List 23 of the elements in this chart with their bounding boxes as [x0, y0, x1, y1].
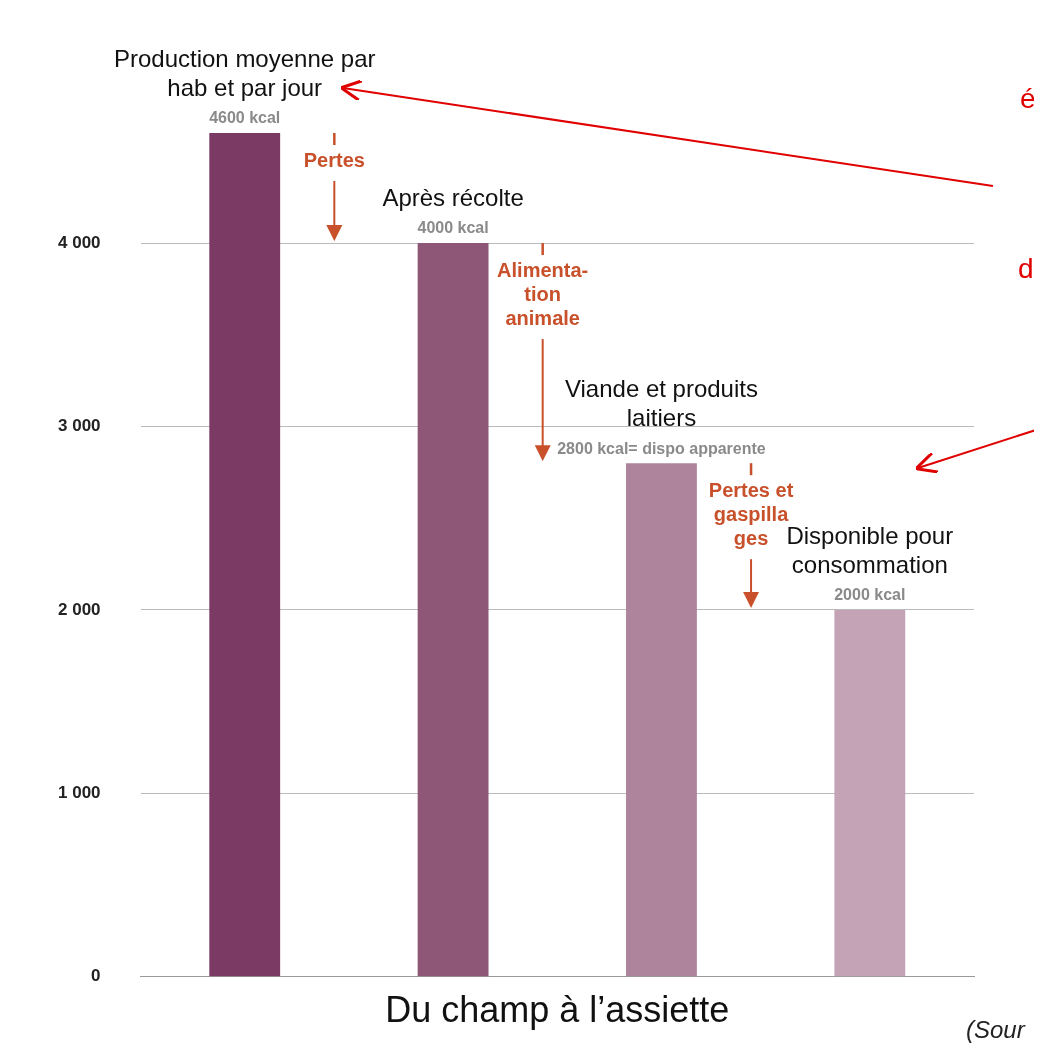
bar: [834, 609, 906, 977]
x-tick-label: Disponible pour consommation: [786, 521, 954, 578]
data-label: 2000 kcal: [834, 586, 906, 604]
text: (Sour: [966, 1016, 1026, 1043]
x-tick-label: Production moyenne par hab et par jour: [113, 44, 376, 101]
data-label: 4000 kcal: [417, 219, 489, 237]
bar: [626, 463, 697, 977]
text: é: [1020, 83, 1036, 114]
y-tick-label: 1 000: [57, 783, 101, 803]
x-tick-label: Viande et produits laitiers: [564, 374, 758, 431]
y-tick-label: 0: [91, 966, 101, 986]
y-tick-label: 4 000: [57, 232, 101, 252]
x-axis-title: Du champ à l’assiette: [385, 989, 730, 1031]
annotation: Alimenta-tion animale: [497, 258, 589, 329]
y-tick-label: 3 000: [57, 416, 101, 436]
x-tick-label: Après récolte: [382, 183, 524, 211]
data-label: 2800 kcal= dispo apparente: [557, 439, 766, 457]
annotation: Pertes: [303, 148, 365, 171]
y-tick-label: 2 000: [57, 599, 101, 619]
data-label: 4600 kcal: [209, 109, 281, 127]
bar: [417, 243, 489, 977]
text: d: [1018, 253, 1034, 284]
bar: [209, 133, 281, 977]
